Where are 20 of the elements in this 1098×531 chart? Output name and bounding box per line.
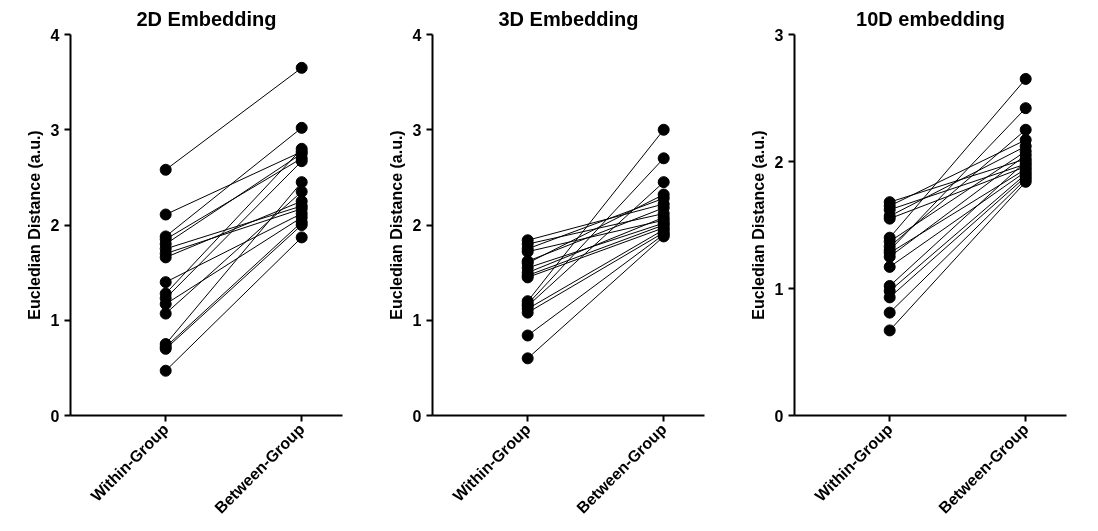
y-tick-label: 3: [412, 121, 422, 139]
y-tick-label: 0: [412, 407, 422, 425]
y-tick-label: 2: [412, 217, 422, 234]
y-tick-label: 1: [412, 312, 422, 330]
y-tick-label: 2: [50, 217, 60, 234]
y-tick-label: 4: [412, 26, 422, 44]
y-axis-title: Eucledian Distance (a.u.): [749, 130, 767, 320]
y-axis-title: Eucledian Distance (a.u.): [25, 130, 43, 320]
y-tick-label: 0: [774, 407, 784, 425]
y-tick-label: 4: [50, 26, 60, 44]
y-tick-label: 1: [50, 312, 60, 330]
chart-title: 10D embedding: [856, 7, 1005, 30]
y-axis-title: Eucledian Distance (a.u.): [387, 130, 405, 320]
y-tick-label: 3: [774, 26, 784, 44]
chart-title: 3D Embedding: [498, 7, 639, 30]
chart-title: 2D Embedding: [136, 7, 277, 30]
y-tick-label: 3: [50, 121, 60, 139]
y-tick-label: 2: [774, 153, 784, 171]
y-tick-label: 1: [774, 280, 784, 298]
y-tick-label: 0: [50, 407, 60, 425]
